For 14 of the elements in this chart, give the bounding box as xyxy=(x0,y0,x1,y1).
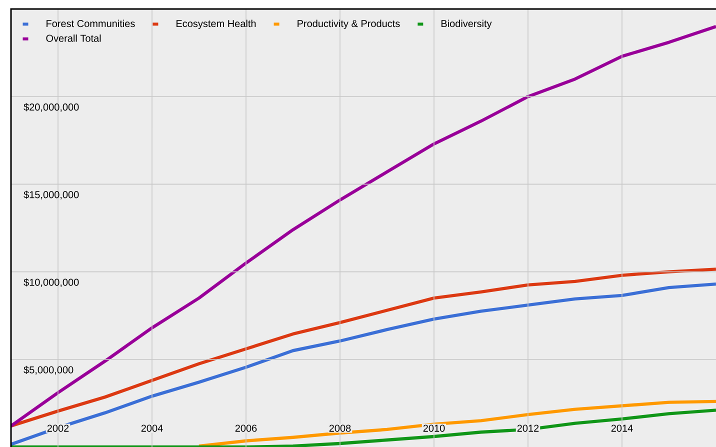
y-tick-label: $10,000,000 xyxy=(24,278,79,288)
x-tick-label: 2010 xyxy=(423,424,445,432)
x-tick-label: 2014 xyxy=(611,424,633,432)
legend-label: Overall Total xyxy=(46,34,101,42)
y-tick-label: $5,000,000 xyxy=(24,366,74,375)
legend-label: Productivity & Products xyxy=(298,20,400,30)
y-tick-label: $15,000,000 xyxy=(24,190,79,200)
legend-label: Forest Communities xyxy=(46,20,135,28)
x-tick-label: 2008 xyxy=(329,424,351,432)
x-tick-label: 2004 xyxy=(141,424,163,432)
legend-label: Biodiversity xyxy=(441,20,492,30)
x-tick-label: 2006 xyxy=(235,424,257,432)
legend-label: Ecosystem Health xyxy=(176,20,256,30)
y-tick-label: $20,000,000 xyxy=(24,103,79,112)
